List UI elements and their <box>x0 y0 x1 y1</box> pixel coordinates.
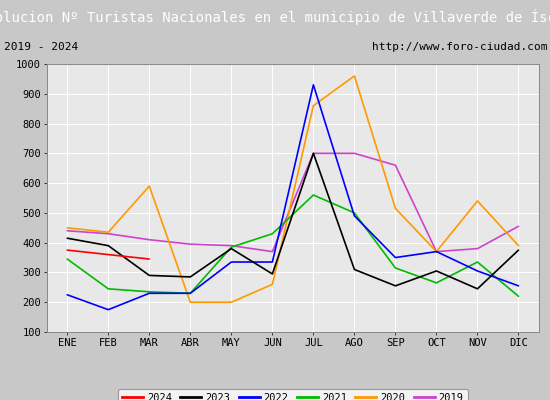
Text: http://www.foro-ciudad.com: http://www.foro-ciudad.com <box>372 42 547 52</box>
Text: 2019 - 2024: 2019 - 2024 <box>4 42 79 52</box>
Text: Evolucion Nº Turistas Nacionales en el municipio de Villaverde de Íscar: Evolucion Nº Turistas Nacionales en el m… <box>0 9 550 25</box>
Legend: 2024, 2023, 2022, 2021, 2020, 2019: 2024, 2023, 2022, 2021, 2020, 2019 <box>118 389 468 400</box>
